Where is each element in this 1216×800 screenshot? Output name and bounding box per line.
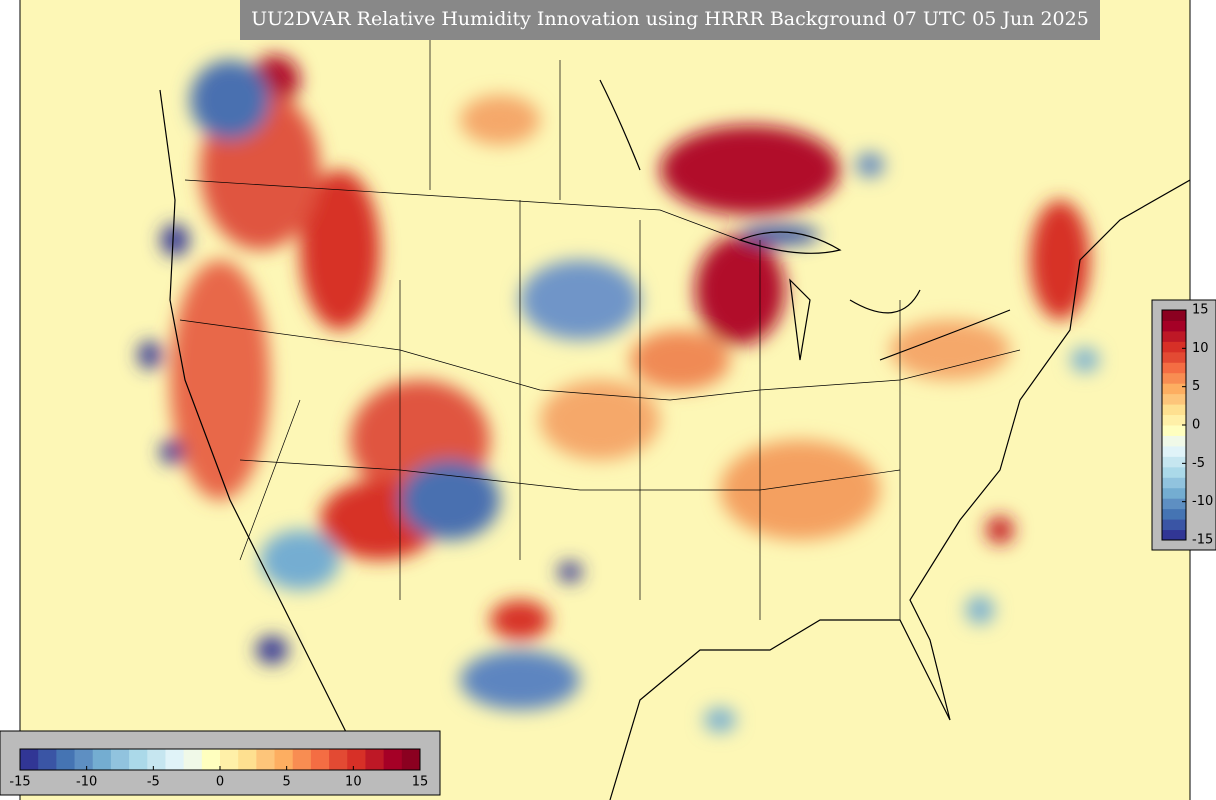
- colorbar-swatch: [1162, 519, 1186, 531]
- colorbar-swatch: [1162, 341, 1186, 353]
- colorbar-swatch: [1162, 404, 1186, 416]
- colorbar-swatch: [110, 749, 130, 770]
- colorbar-swatch: [274, 749, 294, 770]
- colorbar-swatch: [1162, 425, 1186, 436]
- colorbar-swatch: [201, 749, 221, 770]
- colorbar-swatch: [347, 749, 366, 770]
- colorbar-tick-label: -10: [76, 775, 97, 790]
- colorbar-swatch: [256, 749, 276, 770]
- colorbar-swatch: [1162, 529, 1186, 541]
- colorbar-swatch: [183, 749, 203, 770]
- colorbar-tick-label: -10: [1192, 494, 1213, 509]
- colorbar-swatch: [1162, 393, 1186, 405]
- colorbar-swatch: [165, 749, 185, 770]
- colorbar-tick-label: -5: [147, 775, 160, 790]
- colorbar-swatch: [292, 749, 312, 770]
- borders: [179, 40, 1021, 620]
- colorbar-tick-label: -15: [9, 775, 30, 790]
- colorbar-tick-label: 10: [345, 775, 362, 790]
- colorbar-swatch: [129, 749, 148, 770]
- innovation-field: [138, 55, 1099, 732]
- colorbar-tick-label: 0: [216, 775, 224, 790]
- colorbar-tick-label: -5: [1192, 456, 1205, 471]
- map: [20, 0, 1190, 800]
- colorbar-swatch: [1162, 351, 1186, 363]
- colorbar-tick-label: 15: [412, 775, 429, 790]
- colorbar-swatch: [1162, 330, 1186, 342]
- colorbar-swatch: [1162, 383, 1186, 395]
- colorbar-swatch: [1162, 445, 1186, 457]
- colorbar-swatch: [1162, 456, 1186, 468]
- colorbar-swatch: [147, 749, 166, 770]
- colorbar-swatch: [1162, 372, 1186, 384]
- colorbar-swatch: [238, 749, 257, 770]
- colorbar-tick-label: 5: [1192, 379, 1200, 394]
- colorbar-swatch: [1162, 435, 1186, 447]
- colorbar-swatch: [1162, 487, 1186, 499]
- colorbar-swatch: [1162, 508, 1186, 520]
- colorbar-swatch: [383, 749, 403, 770]
- colorbar-swatch: [92, 749, 112, 770]
- colorbars: -15 -10 -5 0 5 10 15 -15 -10 -5 0 5 10 15: [9, 303, 1213, 790]
- colorbar-swatch: [1162, 477, 1186, 489]
- colorbar-swatch: [20, 749, 39, 770]
- colorbar-swatch: [329, 749, 348, 770]
- colorbar-tick-label: 5: [283, 775, 291, 790]
- colorbar-swatch: [38, 749, 57, 770]
- colorbar-swatch: [1162, 310, 1186, 321]
- colorbar-tick-label: -15: [1192, 533, 1213, 548]
- colorbar-swatch: [401, 749, 421, 770]
- title: UU2DVAR Relative Humidity Innovation usi…: [251, 8, 1089, 30]
- colorbar-swatch: [1162, 414, 1186, 426]
- colorbar-swatch: [56, 749, 76, 770]
- colorbar-tick-label: 15: [1192, 303, 1209, 318]
- colorbar-tick-label: 0: [1192, 418, 1200, 433]
- colorbar-swatch: [365, 749, 385, 770]
- colorbar-swatch: [1162, 466, 1186, 478]
- colorbar-swatch: [1162, 320, 1186, 332]
- colorbar-swatch: [74, 749, 94, 770]
- colorbar-tick-label: 10: [1192, 341, 1209, 356]
- title-box: [240, 0, 1100, 40]
- colorbar-swatch: [310, 749, 330, 770]
- colorbar-swatch: [1162, 362, 1186, 374]
- coastlines: [159, 79, 1190, 800]
- colorbar-swatch: [220, 749, 239, 770]
- colorbar-swatch: [1162, 498, 1186, 510]
